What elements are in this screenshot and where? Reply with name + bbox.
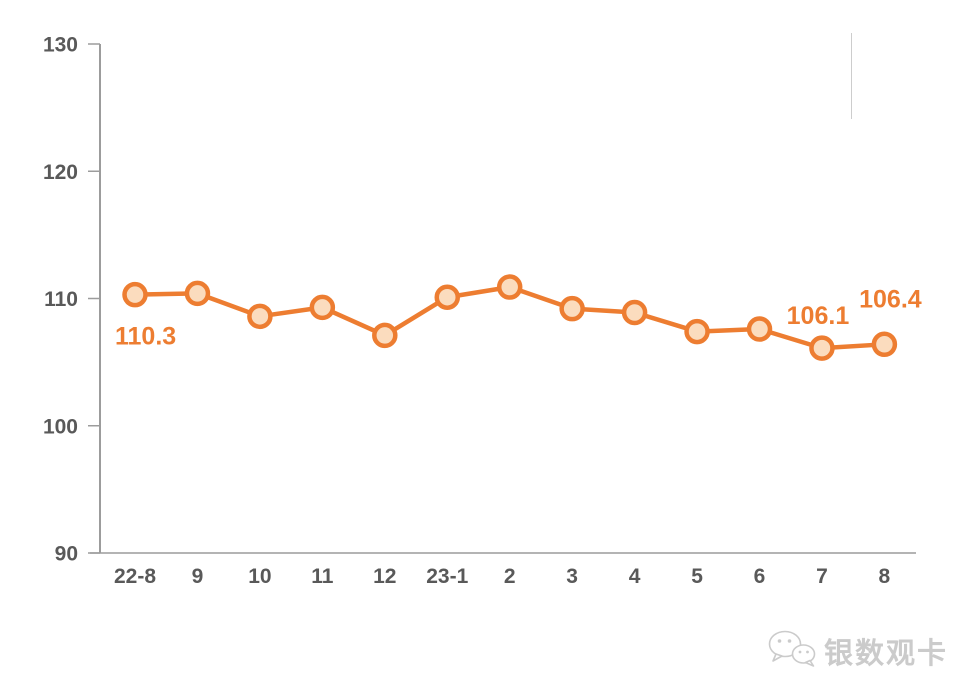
data-point bbox=[684, 318, 710, 345]
data-point bbox=[871, 331, 898, 358]
data-point bbox=[746, 316, 773, 342]
legend: 环比 同比 0.3 -3.9 bbox=[700, 28, 950, 128]
data-point bbox=[309, 294, 336, 321]
x-tick-label: 23-1 bbox=[426, 565, 468, 588]
x-tick-label: 6 bbox=[754, 565, 766, 588]
x-tick-label: 12 bbox=[373, 565, 396, 588]
y-tick-label: 120 bbox=[43, 161, 78, 184]
x-tick-label: 9 bbox=[192, 565, 204, 588]
x-tick-label: 4 bbox=[629, 565, 641, 588]
data-point-label: 110.3 bbox=[115, 323, 176, 351]
x-tick-label: 7 bbox=[816, 565, 828, 588]
x-tick-label: 11 bbox=[311, 565, 334, 588]
x-tick-label: 2 bbox=[504, 565, 516, 588]
x-tick-label: 3 bbox=[566, 565, 578, 588]
watermark: 银数观卡 bbox=[766, 627, 948, 674]
x-tick-label: 8 bbox=[879, 565, 891, 588]
y-tick-label: 90 bbox=[55, 543, 78, 566]
data-point-label: 106.1 bbox=[787, 302, 850, 330]
data-point bbox=[372, 322, 398, 349]
data-point bbox=[496, 274, 523, 300]
data-point bbox=[621, 299, 648, 326]
data-point bbox=[434, 284, 460, 310]
x-tick-label: 22-8 bbox=[114, 565, 156, 588]
data-point bbox=[809, 335, 835, 361]
y-tick-label: 110 bbox=[44, 288, 78, 311]
x-tick-label: 10 bbox=[248, 565, 271, 588]
y-tick-label: 100 bbox=[43, 415, 78, 438]
data-point bbox=[122, 281, 148, 308]
wechat-bubbles-icon bbox=[766, 627, 818, 674]
watermark-text: 银数观卡 bbox=[823, 637, 948, 670]
data-point bbox=[247, 303, 273, 330]
data-point bbox=[559, 295, 585, 322]
data-point-label: 106.4 bbox=[859, 285, 922, 313]
data-point bbox=[184, 280, 211, 307]
y-tick-label: 130 bbox=[43, 34, 78, 57]
legend-axis-line bbox=[851, 33, 852, 119]
x-tick-label: 5 bbox=[691, 565, 703, 588]
